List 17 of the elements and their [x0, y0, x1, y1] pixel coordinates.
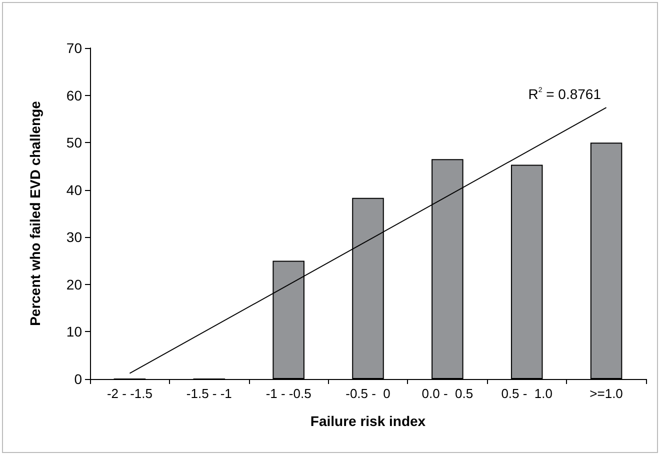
x-tick-label: 0.5 - 1.0 — [501, 386, 553, 401]
x-tick-label: -1 - -0.5 — [266, 386, 312, 401]
y-tick-label: 70 — [66, 40, 82, 56]
x-tick-label: -2 - -1.5 — [106, 386, 152, 401]
y-tick-label: 40 — [66, 182, 82, 198]
y-tick-label: 0 — [74, 371, 82, 387]
x-tick-label: 0.0 - 0.5 — [422, 386, 474, 401]
y-tick-label: 50 — [66, 134, 82, 151]
y-axis-title: Percent who failed EVD challenge — [27, 100, 43, 326]
y-tick-label: 20 — [66, 276, 82, 292]
x-tick-label: >=1.0 — [590, 386, 623, 401]
x-tick-label: -0.5 - 0 — [346, 386, 390, 401]
x-tick-label: -1.5 - -1 — [186, 386, 232, 401]
y-tick-label: 10 — [66, 324, 82, 340]
x-axis-title: Failure risk index — [310, 413, 426, 429]
y-tick-label: 60 — [66, 87, 82, 104]
y-tick-label: 30 — [66, 229, 82, 246]
